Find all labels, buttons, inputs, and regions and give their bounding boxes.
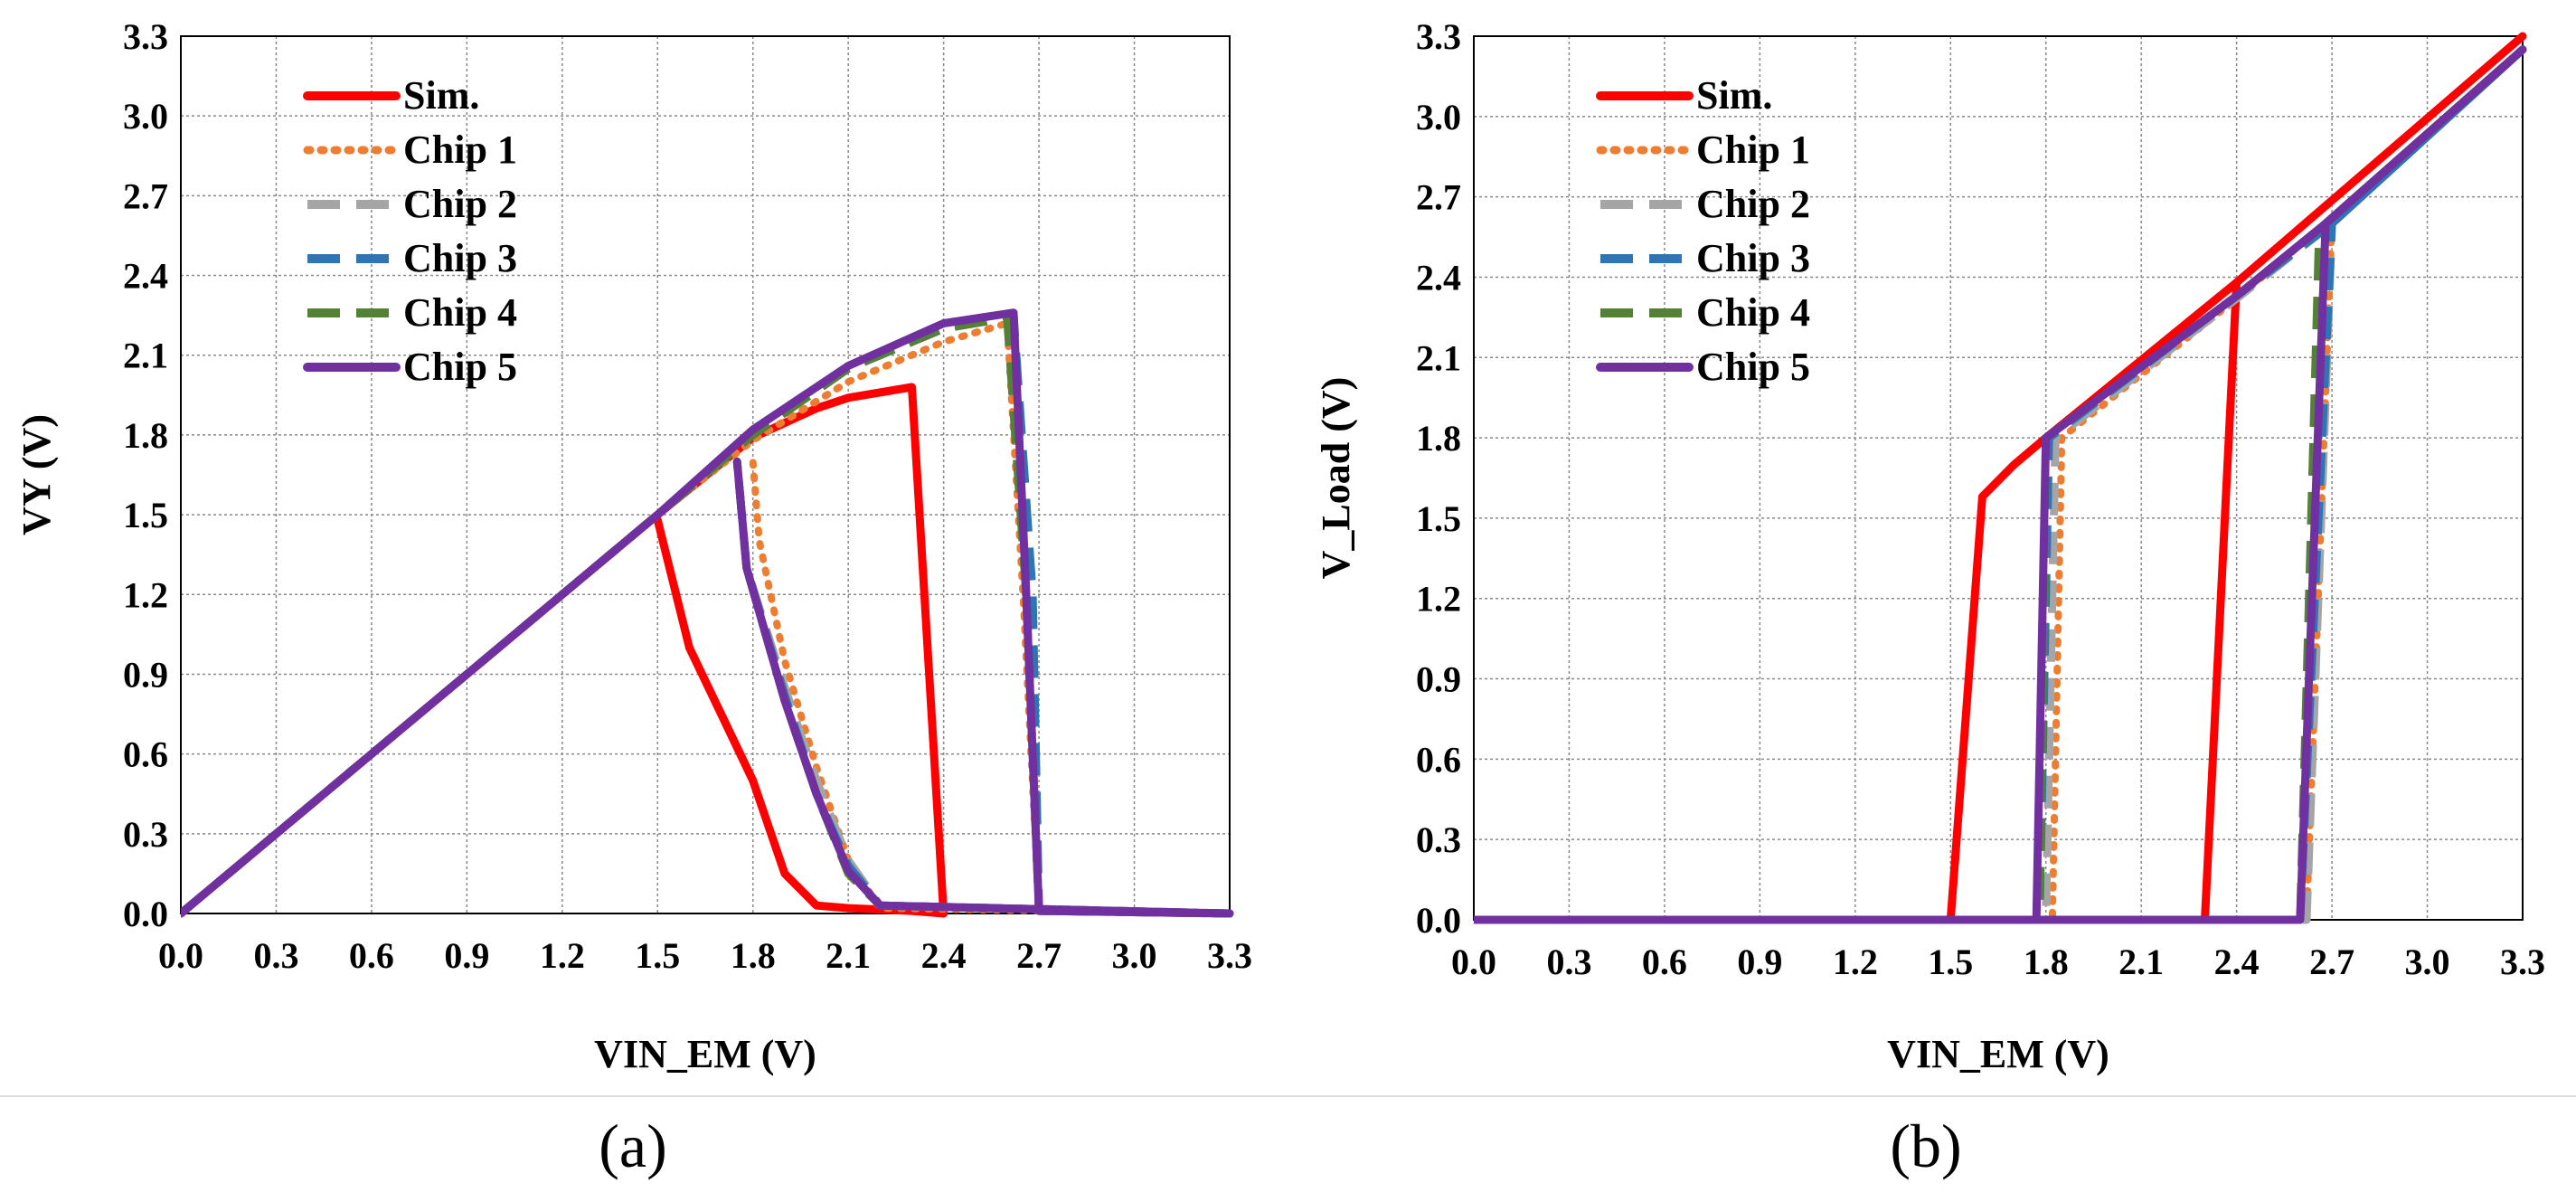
y-tick-label: 2.7	[1416, 177, 1461, 218]
legend-label: Chip 1	[403, 128, 517, 172]
y-tick-label: 0.0	[1416, 900, 1461, 941]
x-tick-label: 3.3	[1207, 935, 1252, 976]
panel-b-caption: (b)	[1890, 1112, 1961, 1180]
series-line-chip-1	[181, 319, 1233, 917]
series-line-chip-3	[1474, 45, 2527, 924]
series-line-chip-5	[1474, 45, 2527, 924]
x-tick-label: 0.0	[158, 935, 203, 976]
y-tick-label: 1.2	[1416, 579, 1461, 620]
x-tick-label: 3.0	[2405, 942, 2450, 982]
y-tick-label: 3.0	[1416, 97, 1461, 137]
legend-label: Chip 5	[1696, 345, 1810, 389]
x-axis-title: VIN_EM (V)	[594, 1032, 816, 1076]
panel-a-caption: (a)	[599, 1112, 666, 1180]
legend-label: Chip 4	[403, 290, 517, 335]
y-tick-label: 0.0	[123, 894, 168, 934]
x-tick-label: 0.6	[1642, 942, 1687, 982]
y-tick-label: 0.9	[123, 654, 168, 695]
x-tick-label: 1.8	[731, 935, 776, 976]
x-tick-label: 3.0	[1112, 935, 1157, 976]
x-tick-label: 2.1	[826, 935, 871, 976]
legend-label: Sim.	[1696, 73, 1772, 118]
legend-label: Sim.	[403, 73, 479, 118]
x-tick-label: 2.1	[2118, 942, 2164, 982]
series-line-sim	[1474, 32, 2527, 924]
x-tick-label: 3.3	[2500, 942, 2545, 982]
y-tick-label: 1.5	[1416, 498, 1461, 539]
y-tick-label: 2.1	[123, 336, 168, 376]
x-tick-label: 2.4	[921, 935, 967, 976]
y-tick-label: 2.7	[123, 175, 168, 216]
x-tick-label: 1.2	[1833, 942, 1878, 982]
x-tick-label: 2.4	[2214, 942, 2260, 982]
x-tick-label: 0.6	[349, 935, 394, 976]
x-tick-label: 0.9	[1737, 942, 1782, 982]
y-tick-label: 1.5	[123, 495, 168, 535]
y-tick-label: 2.1	[1416, 337, 1461, 378]
y-tick-label: 1.8	[123, 415, 168, 456]
y-axis-title: V_Load (V)	[1314, 377, 1358, 580]
legend-label: Chip 3	[1696, 236, 1810, 280]
x-tick-label: 2.7	[2309, 942, 2354, 982]
legend-label: Chip 2	[403, 182, 517, 226]
x-tick-label: 1.5	[1928, 942, 1973, 982]
x-tick-label: 1.2	[540, 935, 585, 976]
legend-label: Chip 5	[403, 345, 517, 389]
x-tick-label: 1.5	[635, 935, 680, 976]
series-line-chip-5	[181, 308, 1234, 918]
panel-b: 0.0 0.3 0.6 0.9 1.2 1.5 1.8 2.1 2.4 2.7 3.0 3.3 0.0 0…	[1314, 16, 2545, 1076]
legend-label: Chip 3	[403, 236, 517, 280]
y-tick-label: 1.2	[123, 574, 168, 615]
y-tick-label: 3.0	[123, 96, 168, 137]
panel-a: 0.0 0.3 0.6 0.9 1.2 1.5 1.8 2.1 2.4 2.7 3.0 3.3 0.0 0…	[14, 16, 1252, 1076]
y-tick-label: 0.6	[123, 734, 168, 775]
y-tick-label: 3.3	[1416, 16, 1461, 57]
y-tick-label: 0.6	[1416, 739, 1461, 780]
y-tick-label: 1.8	[1416, 418, 1461, 459]
y-axis-title: VY (V)	[14, 414, 59, 535]
y-tick-label: 0.3	[123, 814, 168, 855]
x-axis-title: VIN_EM (V)	[1887, 1032, 2109, 1076]
series-line-chip-2	[181, 311, 1234, 918]
y-tick-label: 0.9	[1416, 659, 1461, 700]
series-line-chip-3	[181, 311, 1234, 918]
y-tick-label: 3.3	[123, 16, 168, 57]
x-tick-label: 0.3	[253, 935, 298, 976]
series-line-chip-4	[181, 314, 1234, 918]
legend-label: Chip 2	[1696, 182, 1810, 226]
plot-area	[180, 35, 1231, 914]
x-tick-label: 0.9	[444, 935, 489, 976]
x-tick-label: 0.3	[1546, 942, 1591, 982]
x-tick-label: 2.7	[1016, 935, 1062, 976]
x-tick-label: 1.8	[2024, 942, 2069, 982]
y-tick-label: 0.3	[1416, 819, 1461, 860]
legend-label: Chip 4	[1696, 290, 1810, 335]
legend-label: Chip 1	[1696, 128, 1810, 172]
x-tick-label: 0.0	[1451, 942, 1496, 982]
y-tick-label: 2.4	[123, 256, 168, 297]
y-tick-label: 2.4	[1416, 257, 1461, 298]
